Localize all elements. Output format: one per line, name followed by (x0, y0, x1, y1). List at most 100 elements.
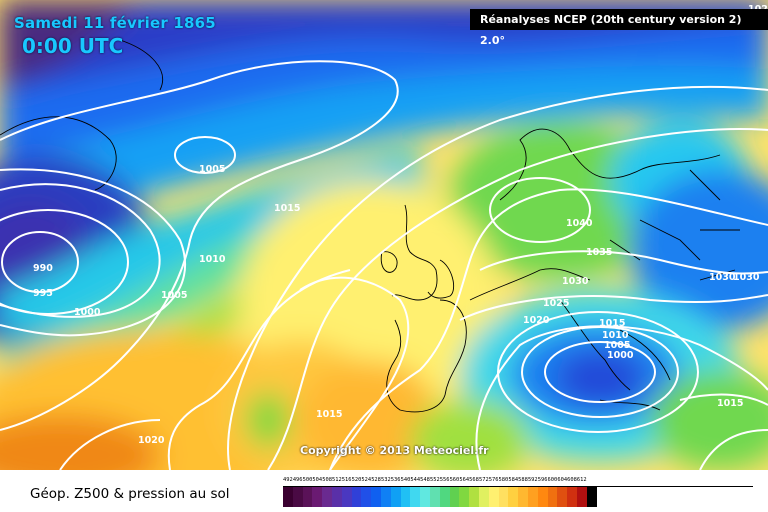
scale-swatch (410, 487, 421, 507)
color-scale-bar (283, 486, 753, 507)
scale-swatch (312, 487, 323, 507)
scale-swatch (518, 487, 528, 507)
scale-tick-label (587, 474, 597, 486)
isobar-label: 1015 (274, 203, 300, 214)
scale-tick-label: 588 (518, 477, 528, 483)
scale-tick-label: 524 (361, 477, 372, 483)
scale-tick-label: 532 (380, 477, 391, 483)
isobar-label: 1005 (604, 340, 630, 351)
isobar-label: 1010 (602, 330, 629, 341)
scale-swatch (508, 487, 519, 507)
scale-tick-label: 520 (351, 477, 362, 483)
scale-tick-label: 528 (371, 477, 381, 483)
scale-swatch (351, 487, 362, 507)
scale-tick-label: 584 (508, 477, 519, 483)
scale-swatch (331, 487, 342, 507)
scale-tick-label: 536 (390, 477, 401, 483)
isobar-label: 1000 (74, 307, 101, 318)
scale-swatch (341, 487, 352, 507)
scale-tick-label: 608 (567, 477, 577, 483)
scale-tick-label: 508 (322, 477, 332, 483)
color-scale: 492 496 500 504 508 512 516 520 524 528 532 536 540 5… (283, 474, 753, 507)
isobar-label: 1005 (161, 290, 187, 301)
isobar-labels: 990 995 1000 1005 1005 1010 1015 1005 10… (33, 4, 768, 446)
scale-tick-label: 596 (537, 477, 548, 483)
scale-swatch (380, 487, 391, 507)
isobar-label: 1025 (543, 298, 569, 309)
isobar-label: 1040 (566, 218, 593, 229)
scale-swatch (576, 487, 587, 507)
scale-swatch (322, 487, 332, 507)
source-banner: Réanalyses NCEP (20th century version 2)… (470, 9, 768, 47)
isobar-label: 1035 (586, 247, 612, 258)
scale-tick-label: 552 (429, 477, 440, 483)
scale-swatch (292, 487, 303, 507)
scale-swatch (283, 487, 293, 507)
scale-tick-label: 496 (292, 477, 303, 483)
scale-swatch (498, 487, 509, 507)
scale-tick-label: 556 (439, 477, 450, 483)
scale-tick-label: 600 (547, 477, 558, 483)
scale-tick-label: 580 (498, 477, 509, 483)
scale-tick-label: 548 (420, 477, 430, 483)
scale-swatch (449, 487, 460, 507)
isobar-label: 1000 (607, 350, 634, 361)
map-caption: Géop. Z500 & pression au sol (30, 486, 230, 502)
scale-tick-label: 544 (410, 477, 421, 483)
isobar-label: 995 (33, 288, 53, 299)
isobar-label: 1010 (199, 254, 226, 265)
scale-swatch (302, 487, 313, 507)
scale-tick-label: 504 (312, 477, 323, 483)
scale-tick-label: 560 (449, 477, 460, 483)
scale-swatch (488, 487, 499, 507)
reanalysis-map[interactable]: 990 995 1000 1005 1005 1010 1015 1005 10… (0, 0, 768, 470)
scale-tick-label: 604 (557, 477, 568, 483)
scale-tick-label: 564 (459, 477, 470, 483)
scale-tick-label: 576 (488, 477, 499, 483)
scale-swatch (527, 487, 538, 507)
scale-swatch (567, 487, 577, 507)
isobar-label: 1015 (316, 409, 342, 420)
scale-tick-label: 492 (283, 477, 293, 483)
scale-swatch (459, 487, 470, 507)
scale-swatch (420, 487, 430, 507)
map-time: 0:00 UTC (22, 34, 124, 58)
scale-swatch (547, 487, 558, 507)
copyright-notice: Copyright © 2013 Meteociel.fr (300, 444, 489, 457)
geopotential-field: 990 995 1000 1005 1005 1010 1015 1005 10… (0, 0, 768, 470)
scale-swatch (371, 487, 381, 507)
scale-tick-label: 512 (332, 477, 342, 483)
scale-swatch (390, 487, 401, 507)
scale-swatch (429, 487, 440, 507)
scale-tick-label: 572 (478, 477, 489, 483)
isobar-label: 1015 (717, 398, 743, 409)
scale-swatch (586, 487, 597, 507)
scale-swatch (400, 487, 411, 507)
scale-tick-label: 612 (576, 477, 587, 483)
scale-swatch (469, 487, 479, 507)
isobar-label: 1030 (709, 272, 736, 283)
scale-tick-label: 516 (341, 477, 352, 483)
isobar-label: 1015 (599, 318, 625, 329)
scale-swatch (361, 487, 372, 507)
scale-swatch (537, 487, 548, 507)
color-scale-labels: 492 496 500 504 508 512 516 520 524 528 532 536 540 5… (283, 474, 753, 486)
scale-tick-label: 540 (400, 477, 411, 483)
map-date: Samedi 11 février 1865 (14, 14, 216, 32)
isobar-label: 1030 (562, 276, 589, 287)
scale-swatch (557, 487, 568, 507)
isobar-label: 990 (33, 263, 53, 274)
scale-swatch (478, 487, 489, 507)
isobars (0, 60, 768, 470)
isobar-label: 1020 (523, 315, 550, 326)
footer-bar: Géop. Z500 & pression au sol 492 496 500 50… (0, 470, 768, 512)
scale-tick-label: 592 (527, 477, 538, 483)
scale-tick-label: 568 (469, 477, 479, 483)
coastlines (0, 39, 740, 413)
isobar-label: 1020 (138, 435, 165, 446)
scale-swatch (439, 487, 450, 507)
isobar-label: 1030 (733, 272, 760, 283)
isobar-label: 1005 (199, 164, 225, 175)
scale-tick-label: 500 (302, 477, 313, 483)
